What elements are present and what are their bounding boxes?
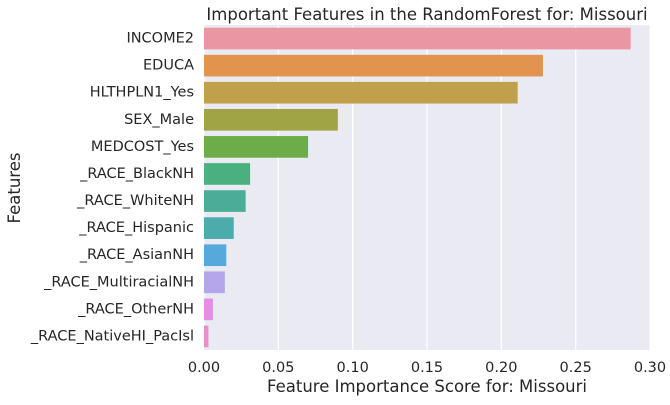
bar-race-othernh [204,298,213,321]
y-tick-label: _RACE_BlackNH [79,166,194,182]
bar-educa [204,54,543,77]
bar-race-hispanic [204,217,234,239]
y-tick-label: _RACE_MultiracialNH [43,274,194,290]
bar-medcost-yes [204,136,309,158]
y-tick-label: _RACE_Hispanic [78,220,194,236]
y-tick-label: _RACE_NativeHI_PacIsl [30,328,194,344]
x-tick-label: 0.20 [485,360,517,376]
x-tick-label: 0.30 [634,360,666,376]
y-tick-labels: INCOME2 EDUCA HLTHPLN1_Yes SEX_Male MEDCOST_… [30,31,194,345]
bars [204,27,631,348]
x-axis-label: Feature Importance Score for: Missouri [267,377,587,396]
y-tick-label: _RACE_AsianNH [79,247,194,263]
bar-race-nativehi-pacisl [204,325,209,348]
bar-race-whitenh [204,190,246,212]
x-tick-label: 0.15 [411,360,443,376]
chart-title: Important Features in the RandomForest f… [206,5,647,24]
y-tick-label: _RACE_WhiteNH [76,193,194,209]
y-tick-label: INCOME2 [126,31,194,47]
gridlines [203,25,651,350]
y-tick-label: MEDCOST_Yes [91,139,194,155]
bar-sex-male [204,108,338,131]
x-tick-label: 0.05 [262,360,294,376]
y-tick-label: _RACE_OtherNH [77,301,194,317]
x-tick-label: 0.25 [560,360,592,376]
x-tick-label: 0.00 [188,360,220,376]
bar-income2 [204,27,631,50]
y-axis-label: Features [5,153,24,224]
bar-race-multiracialnh [204,271,225,294]
bar-race-asiannh [204,244,227,267]
y-tick-label: HLTHPLN1_Yes [90,85,194,101]
y-tick-label: SEX_Male [124,112,194,128]
bar-hlthpln1-yes [204,81,518,104]
x-tick-labels: 0.00 0.05 0.10 0.15 0.20 0.25 0.30 [188,360,666,376]
y-tick-label: EDUCA [143,58,194,74]
bar-race-blacknh [204,163,251,185]
x-tick-label: 0.10 [337,360,369,376]
